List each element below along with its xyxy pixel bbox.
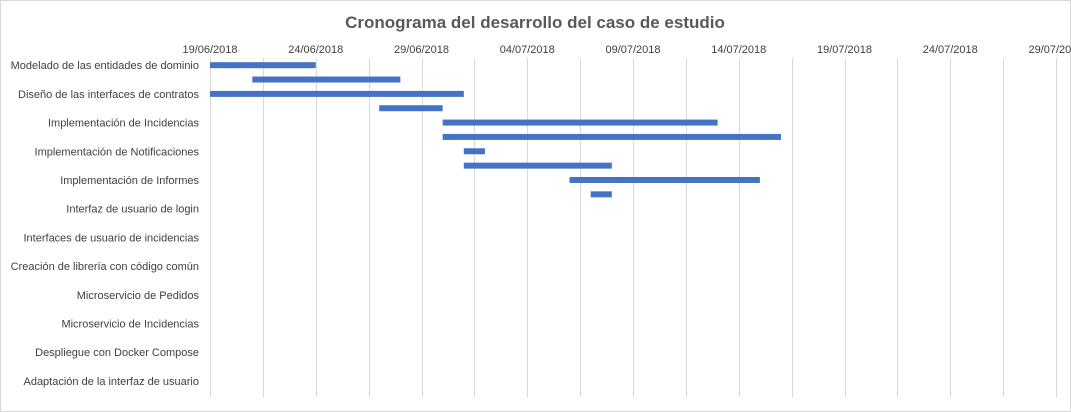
x-tick-label: 24/06/2018 bbox=[288, 44, 343, 56]
task-label: Interfaz de usuario de login bbox=[66, 204, 199, 216]
task-label: Implementación de Informes bbox=[60, 175, 199, 187]
task-label: Implementación de Notificaciones bbox=[35, 146, 200, 158]
grid-layer bbox=[210, 58, 1057, 397]
task-label: Microservicio de Incidencias bbox=[61, 318, 199, 330]
task-label: Adaptación de la interfaz de usuario bbox=[23, 376, 199, 388]
task-label: Creación de librería con código común bbox=[11, 261, 199, 273]
x-tick-label: 04/07/2018 bbox=[500, 44, 555, 56]
task-label: Microservicio de Pedidos bbox=[77, 290, 200, 302]
x-tick-label: 24/07/2018 bbox=[923, 44, 978, 56]
task-label: Diseño de las interfaces de contratos bbox=[18, 89, 199, 101]
x-tick-label: 29/06/2018 bbox=[394, 44, 449, 56]
x-tick-label: 14/07/2018 bbox=[711, 44, 766, 56]
x-axis-ticks: 19/06/2018 24/06/2018 29/06/2018 04/07/2018… bbox=[182, 44, 1071, 56]
task-bars bbox=[210, 62, 782, 198]
chart-title: Cronograma del desarrollo del caso de es… bbox=[345, 13, 725, 32]
x-tick-label: 29/07/2018 bbox=[1028, 44, 1071, 56]
task-bar bbox=[210, 62, 316, 69]
task-bar bbox=[463, 162, 612, 169]
task-bar bbox=[463, 148, 485, 155]
task-labels: Modelado de las entidades de dominio Dise… bbox=[11, 60, 200, 388]
x-tick-label: 19/07/2018 bbox=[817, 44, 872, 56]
task-bar bbox=[210, 90, 464, 97]
task-label: Modelado de las entidades de dominio bbox=[11, 60, 199, 72]
task-label: Despliegue con Docker Compose bbox=[35, 347, 199, 359]
task-bar bbox=[379, 105, 443, 112]
x-tick-label: 19/06/2018 bbox=[182, 44, 237, 56]
task-bar bbox=[442, 119, 718, 126]
task-bar bbox=[442, 133, 782, 140]
x-tick-label: 09/07/2018 bbox=[605, 44, 660, 56]
task-label: Implementación de Incidencias bbox=[48, 118, 200, 130]
task-bar bbox=[252, 76, 401, 83]
task-bar bbox=[590, 191, 612, 198]
task-label: Interfaces de usuario de incidencias bbox=[24, 232, 200, 244]
task-bar bbox=[569, 176, 760, 183]
